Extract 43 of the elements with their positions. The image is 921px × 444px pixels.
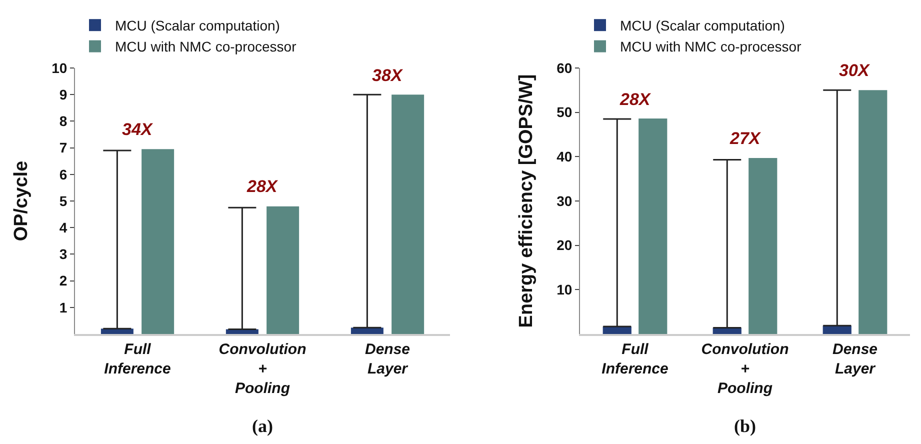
y-tick-label: 5 xyxy=(59,192,68,209)
x-tick-label: Dense Layer xyxy=(832,341,878,378)
legend-label: MCU with NMC co-processor xyxy=(115,38,297,55)
annotation: 38X xyxy=(372,66,404,85)
legend-label: MCU with NMC co-processor xyxy=(620,38,802,55)
y-tick-label: 10 xyxy=(556,282,572,298)
y-tick-label: 50 xyxy=(556,104,572,120)
y-tick-label: 4 xyxy=(59,220,68,236)
x-tick-label: Full Inference xyxy=(104,341,171,378)
bar xyxy=(392,94,424,334)
y-tick-label: 9 xyxy=(59,86,68,102)
y-tick-label: 40 xyxy=(556,148,572,165)
y-axis-title: OP/cycle xyxy=(11,160,32,242)
x-tick-label: Convolution + Pooling xyxy=(701,341,789,397)
y-tick-label: 3 xyxy=(59,246,68,262)
annotation: 34X xyxy=(122,120,154,139)
y-tick-label: 8 xyxy=(59,113,68,130)
x-tick-label: Convolution + Pooling xyxy=(218,341,306,397)
text: (b) xyxy=(734,416,756,436)
legend-label: MCU (Scalar computation) xyxy=(620,18,785,34)
bar xyxy=(638,118,668,334)
y-axis-title: Energy efficiency [GOPS/W] xyxy=(516,74,537,328)
y-tick-label: 7 xyxy=(59,140,68,156)
bar xyxy=(748,158,778,334)
y-tick-label: 2 xyxy=(59,272,68,289)
bar xyxy=(266,206,300,334)
bar xyxy=(142,149,174,334)
annotation: 28X xyxy=(246,177,279,196)
annotation: 27X xyxy=(729,129,762,148)
y-tick-label: 6 xyxy=(59,166,68,182)
x-tick-label: Full Inference xyxy=(602,341,668,378)
bar xyxy=(858,90,888,334)
bar xyxy=(602,326,632,334)
x-tick-label: Dense Layer xyxy=(364,341,410,378)
text: (a) xyxy=(252,416,273,436)
y-tick-label: 1 xyxy=(59,299,68,316)
y-tick-label: 10 xyxy=(52,60,68,76)
y-tick-label: 60 xyxy=(556,60,572,76)
annotation: 28X xyxy=(619,90,652,109)
annotation: 30X xyxy=(839,61,871,80)
y-tick-label: 30 xyxy=(556,192,572,209)
y-tick-label: 20 xyxy=(556,237,572,254)
legend-label: MCU (Scalar computation) xyxy=(115,18,280,34)
